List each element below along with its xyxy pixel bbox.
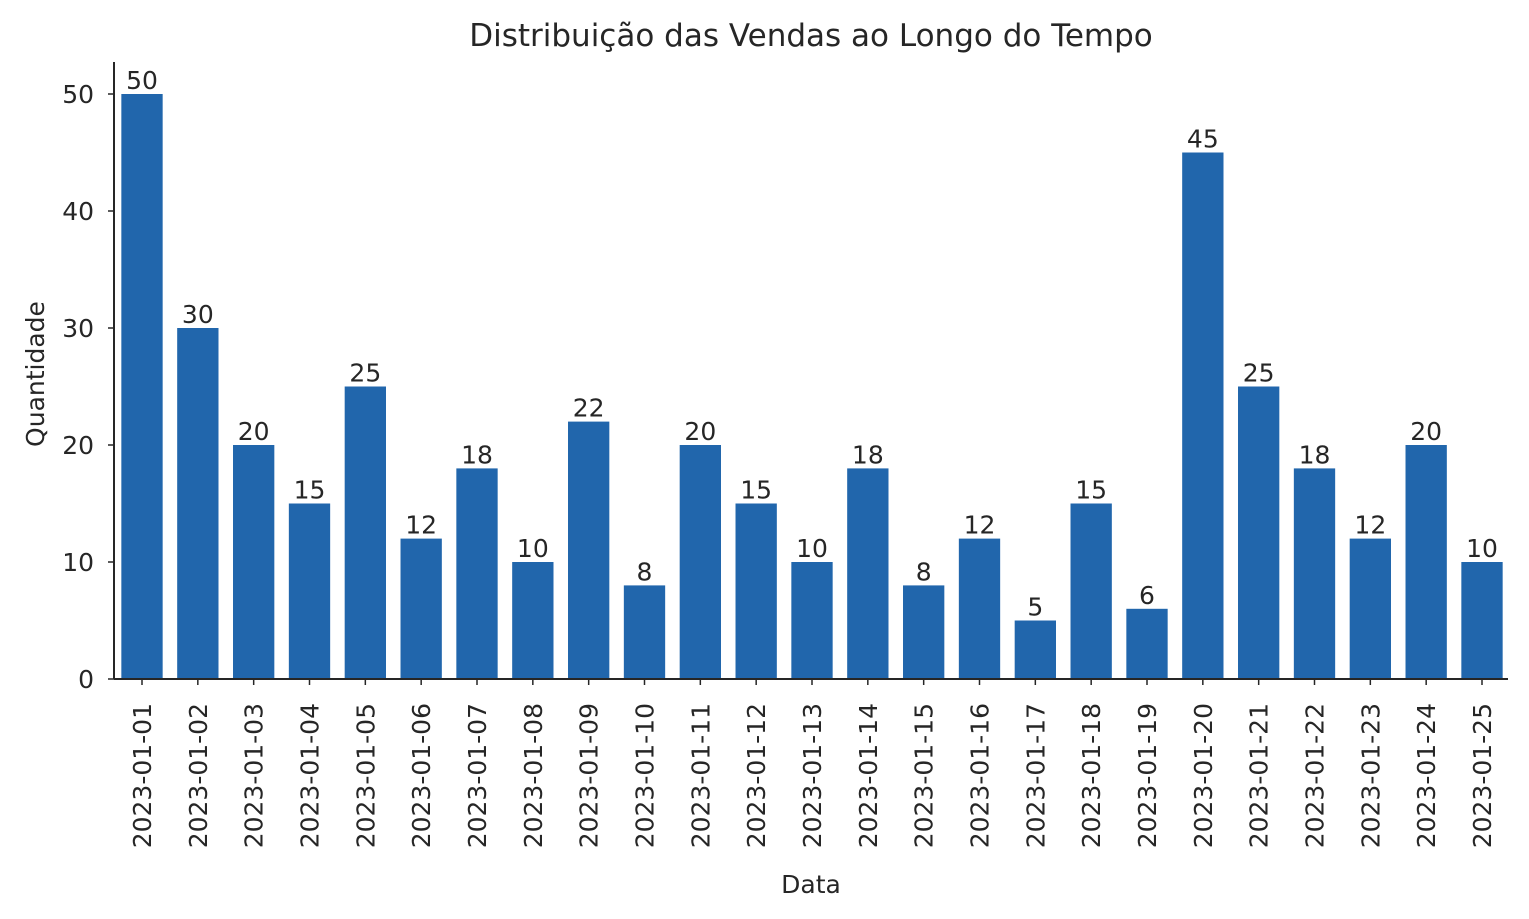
x-tick-label-2023-01-24: 2023-01-24	[1412, 703, 1441, 848]
data-label-2023-01-20: 45	[1187, 125, 1219, 154]
bar-2023-01-23	[1349, 538, 1391, 679]
y-axis-label: Quantidade	[21, 301, 50, 447]
x-tick-label-2023-01-20: 2023-01-20	[1189, 703, 1218, 848]
x-tick-label-2023-01-04: 2023-01-04	[296, 703, 325, 848]
bar-2023-01-18	[1070, 503, 1112, 679]
data-label-2023-01-01: 50	[126, 66, 158, 95]
x-axis-label: Data	[781, 870, 841, 899]
data-label-2023-01-05: 25	[349, 359, 381, 388]
y-tick-label-50: 50	[62, 80, 94, 109]
y-axis-ticks: 0 10 20 30 40 50	[62, 80, 114, 694]
bar-2023-01-21	[1238, 386, 1280, 679]
x-tick-label-2023-01-14: 2023-01-14	[854, 703, 883, 848]
data-label-2023-01-07: 18	[461, 440, 493, 469]
data-label-2023-01-17: 5	[1027, 593, 1043, 622]
x-tick-label-2023-01-05: 2023-01-05	[351, 703, 380, 848]
x-axis-ticks: 2023-01-01 2023-01-02 2023-01-03 2023-01-04…	[128, 679, 1497, 848]
bar-2023-01-19	[1126, 608, 1168, 679]
bar-2023-01-04	[288, 503, 331, 679]
data-label-2023-01-09: 22	[573, 394, 605, 423]
chart-title: Distribuição das Vendas ao Longo do Temp…	[469, 18, 1153, 54]
data-label-2023-01-21: 25	[1243, 359, 1275, 388]
y-tick-label-20: 20	[62, 431, 94, 460]
data-label-2023-01-06: 12	[405, 511, 437, 540]
y-tick-label-40: 40	[62, 197, 94, 226]
bar-2023-01-14	[847, 468, 889, 679]
y-tick-label-0: 0	[78, 665, 94, 694]
bar-2023-01-07	[456, 468, 498, 679]
x-tick-label-2023-01-11: 2023-01-11	[686, 703, 715, 848]
bars-group	[121, 94, 1503, 679]
data-label-2023-01-02: 30	[182, 300, 214, 329]
data-label-2023-01-10: 8	[637, 557, 653, 586]
data-labels-group: 50 30 20 15 25 12 18 10 22 8 20 15 10 18 8 12 5 15 6 45 25 18…	[126, 66, 1498, 622]
data-label-2023-01-23: 12	[1354, 511, 1386, 540]
x-tick-label-2023-01-03: 2023-01-03	[240, 703, 269, 848]
data-label-2023-01-18: 15	[1075, 476, 1107, 505]
bar-2023-01-06	[400, 538, 442, 679]
data-label-2023-01-04: 15	[294, 476, 326, 505]
bar-2023-01-12	[735, 503, 777, 679]
bar-2023-01-13	[791, 562, 833, 679]
x-tick-label-2023-01-13: 2023-01-13	[798, 703, 827, 848]
x-tick-label-2023-01-18: 2023-01-18	[1077, 703, 1106, 848]
data-label-2023-01-14: 18	[852, 440, 884, 469]
data-label-2023-01-19: 6	[1139, 581, 1155, 610]
bar-2023-01-20	[1182, 152, 1224, 679]
bar-2023-01-22	[1293, 468, 1336, 679]
x-tick-label-2023-01-12: 2023-01-12	[742, 703, 771, 848]
data-label-2023-01-08: 10	[517, 534, 549, 563]
x-tick-label-2023-01-08: 2023-01-08	[519, 703, 548, 848]
y-tick-label-30: 30	[62, 314, 94, 343]
x-tick-label-2023-01-07: 2023-01-07	[463, 703, 492, 848]
bar-2023-01-10	[623, 585, 666, 679]
x-tick-label-2023-01-17: 2023-01-17	[1021, 703, 1050, 848]
data-label-2023-01-16: 12	[964, 511, 996, 540]
x-tick-label-2023-01-21: 2023-01-21	[1245, 703, 1274, 848]
x-tick-label-2023-01-22: 2023-01-22	[1301, 703, 1330, 848]
bar-2023-01-15	[903, 585, 945, 679]
x-tick-label-2023-01-23: 2023-01-23	[1356, 703, 1385, 848]
data-label-2023-01-24: 20	[1410, 417, 1442, 446]
x-tick-label-2023-01-06: 2023-01-06	[407, 703, 436, 848]
x-tick-label-2023-01-19: 2023-01-19	[1133, 703, 1162, 848]
x-tick-label-2023-01-09: 2023-01-09	[575, 703, 604, 848]
data-label-2023-01-22: 18	[1299, 440, 1331, 469]
x-tick-label-2023-01-01: 2023-01-01	[128, 703, 157, 848]
y-tick-label-10: 10	[62, 548, 94, 577]
bar-2023-01-01	[121, 94, 163, 679]
bar-2023-01-03	[233, 445, 275, 679]
bar-2023-01-25	[1461, 562, 1503, 679]
data-label-2023-01-15: 8	[916, 557, 932, 586]
bar-2023-01-05	[344, 386, 386, 679]
data-label-2023-01-12: 15	[740, 476, 772, 505]
x-tick-label-2023-01-02: 2023-01-02	[184, 703, 213, 848]
bar-2023-01-02	[177, 328, 219, 679]
x-tick-label-2023-01-15: 2023-01-15	[910, 703, 939, 848]
bar-2023-01-08	[512, 562, 554, 679]
bar-2023-01-09	[568, 421, 610, 679]
x-tick-label-2023-01-16: 2023-01-16	[966, 703, 995, 848]
data-label-2023-01-11: 20	[684, 417, 716, 446]
x-tick-label-2023-01-25: 2023-01-25	[1468, 703, 1497, 848]
x-tick-label-2023-01-10: 2023-01-10	[631, 703, 660, 848]
bar-2023-01-24	[1405, 445, 1447, 679]
data-label-2023-01-25: 10	[1466, 534, 1498, 563]
data-label-2023-01-03: 20	[238, 417, 270, 446]
bar-2023-01-16	[958, 538, 1001, 679]
bar-2023-01-17	[1014, 620, 1056, 679]
data-label-2023-01-13: 10	[796, 534, 828, 563]
bar-2023-01-11	[679, 445, 721, 679]
